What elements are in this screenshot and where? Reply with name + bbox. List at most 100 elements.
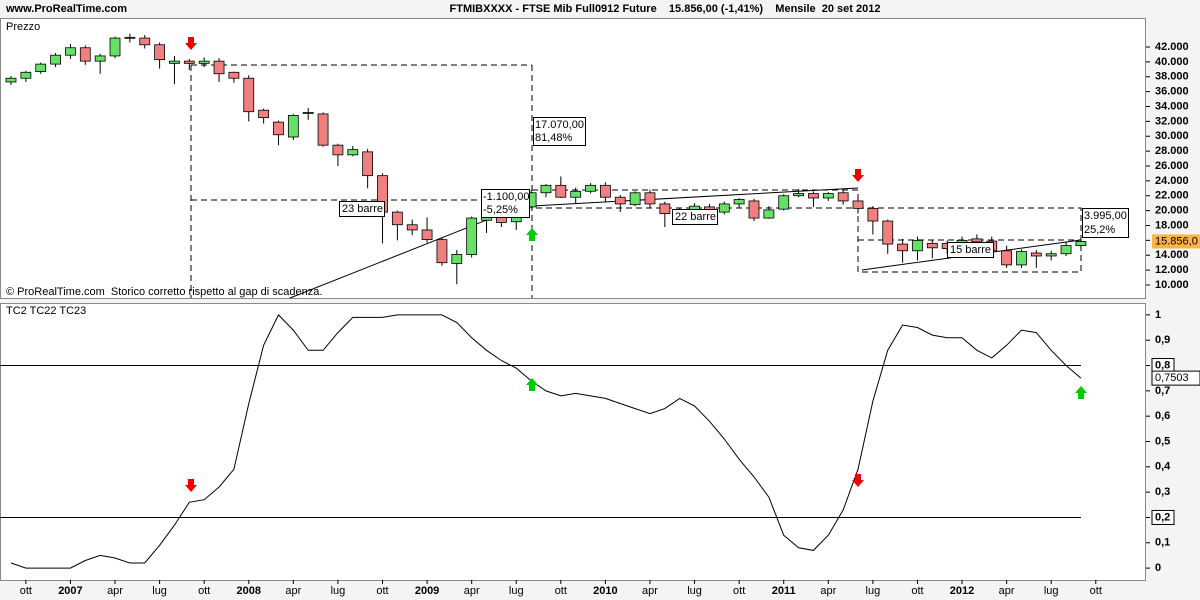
panel-title: Prezzo — [6, 21, 40, 33]
candle-body — [1060, 245, 1072, 255]
y-tick-label: 12.000 — [1155, 264, 1189, 276]
y-tick-label: 14.000 — [1155, 249, 1189, 261]
y-tick-label: 0,5 — [1155, 435, 1170, 447]
candle-body — [169, 60, 180, 64]
sell-arrow — [185, 479, 197, 492]
candle-body — [198, 60, 210, 64]
candle-body — [451, 254, 463, 264]
candle-body — [332, 144, 344, 156]
annotation-box — [481, 189, 530, 218]
annotation: 23 barre — [342, 203, 383, 215]
candle-body — [763, 209, 775, 219]
x-tick-label: lug — [331, 585, 346, 597]
candle-body — [183, 60, 195, 64]
annotation: -5,25% — [483, 204, 518, 216]
x-tick-label: apr — [464, 585, 480, 597]
annotation: 22 barre — [675, 211, 716, 223]
sell-arrow — [852, 474, 864, 487]
annotation-box — [947, 242, 994, 258]
x-tick-label: 2008 — [237, 585, 261, 597]
candle-body — [79, 47, 91, 62]
candle-body — [1075, 241, 1087, 246]
candle-body — [882, 220, 894, 245]
candle-body — [109, 37, 121, 57]
candle-body — [1016, 251, 1027, 266]
x-tick-label: apr — [820, 585, 836, 597]
candle-body — [406, 224, 418, 231]
y-tick-label: 32.000 — [1155, 115, 1189, 127]
note: © ProRealTime.com Storico corretto rispe… — [6, 286, 322, 298]
y-tick-label: 18.000 — [1155, 219, 1189, 231]
y-tick-label: 40.000 — [1155, 56, 1189, 68]
candle-body — [852, 200, 864, 209]
x-tick-label: apr — [642, 585, 658, 597]
y-tick-label: 28.000 — [1155, 145, 1189, 157]
buy-arrow — [526, 228, 538, 241]
candle-body — [436, 239, 448, 264]
candle-body — [733, 199, 745, 205]
annotation: 17.070,00 — [535, 119, 584, 131]
candle-body — [748, 200, 760, 219]
candle-body — [822, 193, 834, 199]
candle-body — [585, 184, 596, 192]
x-tick-label: 2009 — [415, 585, 439, 597]
candle-body — [154, 44, 166, 61]
y-tick-label: 0,9 — [1155, 334, 1170, 346]
candle-body — [629, 192, 641, 206]
candle-body — [317, 113, 329, 146]
candle-body — [600, 184, 611, 198]
trend-line — [531, 187, 859, 207]
x-tick-label: apr — [999, 585, 1015, 597]
y-tick-label: 0,4 — [1155, 461, 1171, 473]
candle-body — [50, 54, 61, 65]
oscillator-panel — [0, 303, 1146, 581]
y-tick-label: 26.000 — [1155, 160, 1189, 172]
annotation-box — [672, 209, 718, 225]
signal-arrows — [185, 37, 1087, 492]
x-tick-label: 2007 — [58, 585, 82, 597]
x-tick-label: 2010 — [593, 585, 617, 597]
candle-body — [837, 192, 849, 202]
annotation: -1.100,00 — [483, 191, 529, 203]
sell-arrow — [185, 37, 197, 50]
x-tick-label: ott — [555, 585, 567, 597]
x-tick-label: lug — [866, 585, 881, 597]
candle-body — [1045, 253, 1057, 257]
y-tick-label: 0,6 — [1155, 410, 1170, 422]
candle-body — [1001, 250, 1013, 266]
candle-body — [302, 112, 314, 114]
candle-body — [897, 243, 908, 252]
candle-body — [466, 217, 478, 255]
candle-body — [213, 60, 225, 75]
candle-body — [971, 238, 983, 243]
candle-body — [287, 115, 299, 138]
y-tick-label: 20.000 — [1155, 205, 1189, 217]
annotation: 81,48% — [535, 132, 573, 144]
candle-body — [5, 77, 17, 83]
candle-body — [1030, 252, 1042, 257]
y-tick-label: 22.000 — [1155, 190, 1189, 202]
candle-body — [570, 190, 582, 198]
candle-body — [912, 239, 923, 252]
last-value-label: 15.856,0 — [1155, 235, 1198, 247]
candle-body — [347, 149, 359, 156]
candle-body — [391, 211, 403, 226]
annotation: 15 barre — [950, 244, 991, 256]
x-tick-label: 2012 — [950, 585, 974, 597]
y-tick-label: 0,8 — [1155, 359, 1170, 371]
y-tick-label: 42.000 — [1155, 41, 1189, 53]
line-series — [10, 314, 1082, 569]
x-tick-label: ott — [376, 585, 388, 597]
x-tick-label: ott — [20, 585, 32, 597]
candle-body — [35, 63, 47, 72]
y-tick-label: 30.000 — [1155, 130, 1189, 142]
candle-body — [94, 55, 106, 62]
buy-arrow — [1075, 386, 1087, 399]
candle-body — [273, 121, 284, 136]
candle-body — [228, 71, 240, 79]
candle-body — [659, 203, 671, 214]
candle-body — [540, 184, 552, 194]
annotation: 3.995,00 — [1084, 210, 1127, 222]
